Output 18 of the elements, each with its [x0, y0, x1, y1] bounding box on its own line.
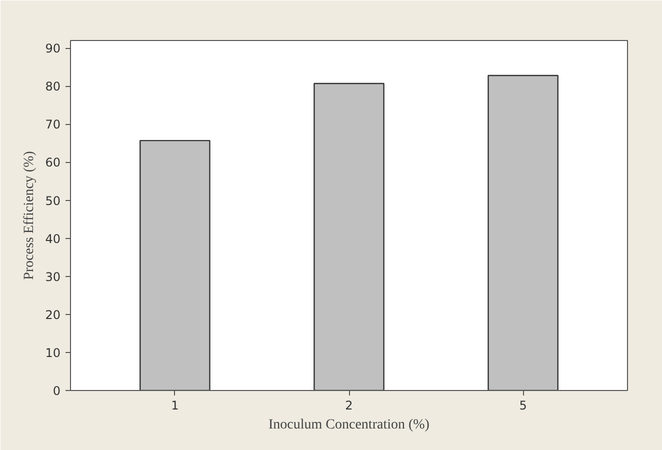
bar: [140, 140, 210, 390]
x-tick-label: 2: [345, 398, 353, 412]
x-tick-label: 1: [171, 398, 179, 412]
x-axis-title: Inoculum Concentration (%): [268, 418, 430, 432]
bar: [488, 74, 558, 390]
bar: [314, 82, 384, 390]
y-tick-label: 0: [52, 384, 61, 398]
y-tick-label: 20: [45, 308, 61, 322]
y-axis-title: Process Efficiency (%): [22, 150, 38, 280]
y-tick-label: 30: [45, 270, 61, 284]
y-tick-label: 90: [45, 42, 61, 56]
y-tick-label: 80: [45, 80, 61, 94]
y-tick-label: 40: [45, 232, 61, 246]
y-tick-label: 60: [45, 156, 61, 170]
x-tick-label: 5: [519, 398, 527, 412]
y-tick-label: 50: [45, 194, 61, 208]
y-tick-label: 10: [45, 346, 61, 360]
y-tick-label: 70: [45, 118, 61, 132]
